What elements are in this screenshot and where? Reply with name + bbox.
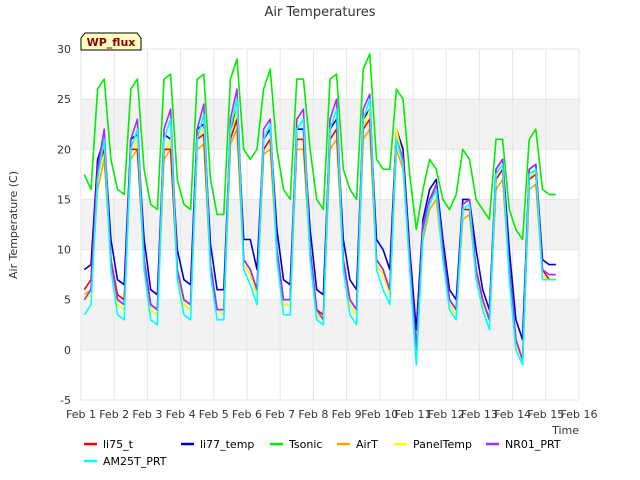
x-tick-label: Feb 15 (527, 408, 564, 421)
legend-item-am25t-prt: AM25T_PRT (84, 455, 167, 468)
y-tick-label: 0 (64, 344, 71, 357)
x-tick-label: Feb 3 (132, 408, 162, 421)
legend-item-paneltemp: PanelTemp (394, 438, 472, 451)
y-tick-label: 30 (57, 43, 71, 56)
x-tick-label: Feb 10 (361, 408, 398, 421)
plot-band (81, 299, 579, 350)
x-tick-label: Feb 2 (99, 408, 129, 421)
badge-label: WP_flux (87, 36, 136, 49)
x-tick-label: Feb 1 (66, 408, 96, 421)
y-tick-label: 25 (57, 93, 71, 106)
x-tick-label: Feb 8 (298, 408, 328, 421)
legend: li75_t li77_temp Tsonic AirT PanelTemp NR01_P… (84, 438, 561, 468)
legend-label: Tsonic (288, 438, 322, 451)
x-tick-label: Feb 6 (232, 408, 262, 421)
y-tick-label: 15 (57, 193, 71, 206)
x-tick-label: Feb 9 (332, 408, 362, 421)
y-tick-label: 10 (57, 244, 71, 257)
plot-background (81, 49, 579, 400)
legend-item-li77-temp: li77_temp (181, 438, 254, 451)
series-lines (83, 53, 556, 366)
x-tick-label: Feb 11 (395, 408, 432, 421)
y-tick-label: 5 (64, 294, 71, 307)
x-tick-label: Feb 13 (461, 408, 498, 421)
series-line-tsonic (83, 53, 556, 241)
plot-band (81, 199, 579, 250)
legend-label: li75_t (103, 438, 134, 451)
x-tick-label: Feb 5 (199, 408, 229, 421)
legend-item-tsonic: Tsonic (270, 438, 322, 451)
y-tick-label: 20 (57, 143, 71, 156)
x-axis-ticks: Feb 1 Feb 2 Feb 3 Feb 4 Feb 5 Feb 6 Feb 7 Feb 8… (66, 408, 597, 421)
series-line-am25t-prt (83, 98, 556, 366)
y-axis-ticks: -5 0 5 10 15 20 25 30 (57, 43, 71, 407)
chart-title: Air Temperatures (264, 5, 375, 20)
y-tick-label: -5 (60, 394, 71, 407)
x-tick-label: Feb 7 (265, 408, 295, 421)
x-tick-label: Feb 14 (494, 408, 531, 421)
legend-label: AM25T_PRT (103, 455, 167, 468)
legend-label: NR01_PRT (505, 438, 561, 451)
x-axis-label: Time (551, 424, 579, 437)
y-axis-label: Air Temperature (C) (7, 171, 20, 279)
x-tick-label: Feb 16 (561, 408, 598, 421)
legend-item-nr01-prt: NR01_PRT (486, 438, 561, 451)
x-tick-label: Feb 4 (166, 408, 196, 421)
legend-label: li77_temp (200, 438, 254, 451)
legend-item-airt: AirT (337, 438, 378, 451)
wp-flux-badge: WP_flux (80, 32, 142, 51)
legend-label: AirT (356, 438, 378, 451)
x-tick-label: Feb 12 (428, 408, 465, 421)
legend-label: PanelTemp (413, 438, 472, 451)
legend-item-li75-t: li75_t (84, 438, 134, 451)
badge-shape (80, 32, 142, 51)
